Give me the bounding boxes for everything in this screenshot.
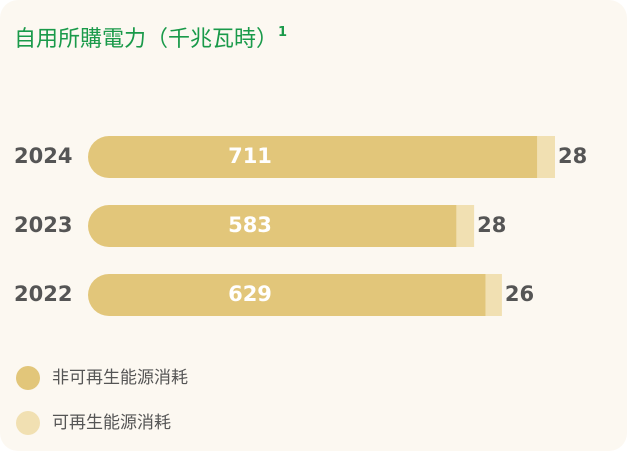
bar-segment [88,136,538,178]
value-label: 711 [228,144,272,168]
value-label: 26 [505,282,534,306]
value-label: 28 [558,144,587,168]
bar-segment [88,205,457,247]
value-label: 629 [228,282,272,306]
bar-segment [485,274,502,316]
title-note: 1 [278,25,287,40]
value-label: 28 [477,213,506,237]
legend-swatch [16,366,40,390]
bar-segment [537,136,555,178]
bar-segment [88,274,486,316]
legend-swatch [16,411,40,435]
legend-label: 非可再生能源消耗 [52,368,188,388]
chart-title: 自用所購電力（千兆瓦時）1 [14,25,287,53]
title-text: 自用所購電力（千兆瓦時） [14,27,278,52]
bar-segment [456,205,475,247]
legend-label: 可再生能源消耗 [52,413,171,433]
category-label: 2024 [14,144,72,168]
category-label: 2023 [14,213,72,237]
category-label: 2022 [14,282,72,306]
value-label: 583 [228,213,272,237]
